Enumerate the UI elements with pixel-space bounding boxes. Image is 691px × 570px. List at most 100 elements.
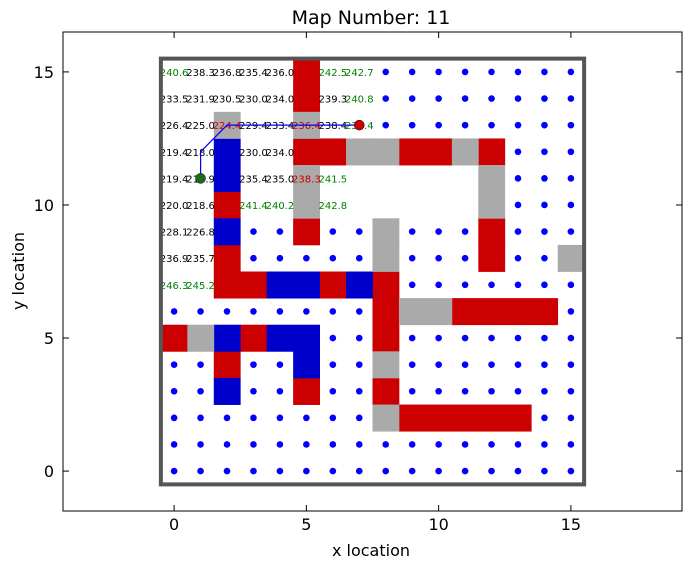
grid-point [541, 228, 548, 235]
grid-point [514, 361, 522, 368]
grid-point [541, 361, 548, 368]
grid-point [435, 387, 442, 395]
grid-point [514, 334, 522, 342]
cell-value-label: 233.5 [160, 95, 189, 106]
grid-point [329, 254, 337, 262]
grid-point [541, 387, 548, 395]
grid-point [250, 254, 257, 262]
grid-point [408, 387, 416, 395]
y-axis-label: y location [9, 232, 28, 310]
grid-point [223, 308, 231, 315]
grid-point [355, 387, 363, 395]
gray-cell [372, 244, 400, 272]
grid-point [408, 228, 416, 235]
grid-point [567, 281, 575, 289]
grid-point [541, 201, 548, 209]
grid-point [567, 95, 575, 102]
grid-point [488, 334, 495, 342]
grid-point [382, 95, 390, 102]
grid-point [514, 281, 522, 289]
gray-cell [478, 165, 506, 193]
cell-value-label: 242.7 [345, 68, 374, 79]
grid-point [488, 361, 495, 368]
cell-value-label: 229.4 [239, 121, 268, 132]
grid-point [567, 201, 575, 209]
route-path [195, 119, 365, 184]
grid-point [197, 441, 204, 448]
grid-point [541, 148, 548, 156]
cell-value-label: 238.4 [319, 121, 348, 132]
red-cell [478, 404, 506, 432]
red-cell [213, 244, 241, 272]
red-cell [398, 404, 426, 432]
red-cell [240, 271, 268, 299]
cell-value-label: 242.5 [319, 68, 348, 79]
grid-point [541, 334, 548, 342]
cell-value-label: 240.2 [266, 201, 295, 212]
map-boundary [158, 56, 587, 487]
grid-points [170, 68, 575, 475]
grid-point [197, 361, 204, 368]
red-cell [293, 218, 320, 246]
grid-point [567, 414, 575, 422]
gray-cell [451, 138, 479, 166]
gray-cell [372, 138, 400, 166]
grid-point [461, 334, 469, 342]
cell-value-label: 233.4 [266, 121, 295, 132]
grid-point [303, 414, 310, 422]
cell-value-label: 230.0 [239, 95, 268, 106]
grid-point [197, 387, 204, 395]
grid-point [276, 387, 284, 395]
grid-point [514, 121, 522, 129]
grid-point [461, 467, 469, 475]
cell-value-label: 242.8 [319, 201, 348, 212]
red-cell [372, 271, 400, 299]
grid-point [303, 254, 310, 262]
grid-point [276, 441, 284, 448]
red-cell [160, 324, 188, 352]
red-cell [293, 377, 320, 405]
grid-point [541, 414, 548, 422]
cell-value-label: 236.4 [292, 121, 321, 132]
cell-value-label: 235.4 [239, 174, 268, 185]
cell-value-label: 236.9 [160, 254, 189, 265]
cell-value-label: 218.6 [186, 201, 215, 212]
gray-cell [372, 351, 400, 379]
y-tick-label: 10 [34, 196, 54, 215]
grid-point [355, 308, 363, 315]
cell-value-label: 241.5 [319, 174, 348, 185]
grid-point [461, 361, 469, 368]
grid-point [355, 254, 363, 262]
grid-point [276, 361, 284, 368]
gray-cell [293, 165, 320, 193]
cell-value-label: 239.3 [319, 95, 348, 106]
red-cell [372, 377, 400, 405]
grid-point [435, 441, 442, 448]
cell-value-label: 234.0 [266, 95, 295, 106]
grid-point [567, 308, 575, 315]
grid-point [514, 467, 522, 475]
x-tick-label: 10 [428, 515, 448, 534]
grid-point [382, 441, 390, 448]
red-cell [293, 85, 320, 113]
grid-point [435, 254, 442, 262]
grid-point [355, 441, 363, 448]
grid-point [488, 441, 495, 448]
grid-point [408, 361, 416, 368]
red-cell [213, 191, 241, 219]
grid-point [488, 68, 495, 76]
grid-point [329, 361, 337, 368]
grid-point [567, 68, 575, 76]
red-cell [425, 404, 453, 432]
grid-point [488, 95, 495, 102]
grid-point [250, 228, 257, 235]
grid-point [567, 175, 575, 182]
cell-value-label: 231.9 [186, 95, 215, 106]
cell-value-label: 226.4 [160, 121, 189, 132]
grid-point [541, 441, 548, 448]
grid-point [303, 467, 310, 475]
grid-point [382, 121, 390, 129]
grid-point [197, 414, 204, 422]
grid-point [488, 281, 495, 289]
grid-point [514, 228, 522, 235]
